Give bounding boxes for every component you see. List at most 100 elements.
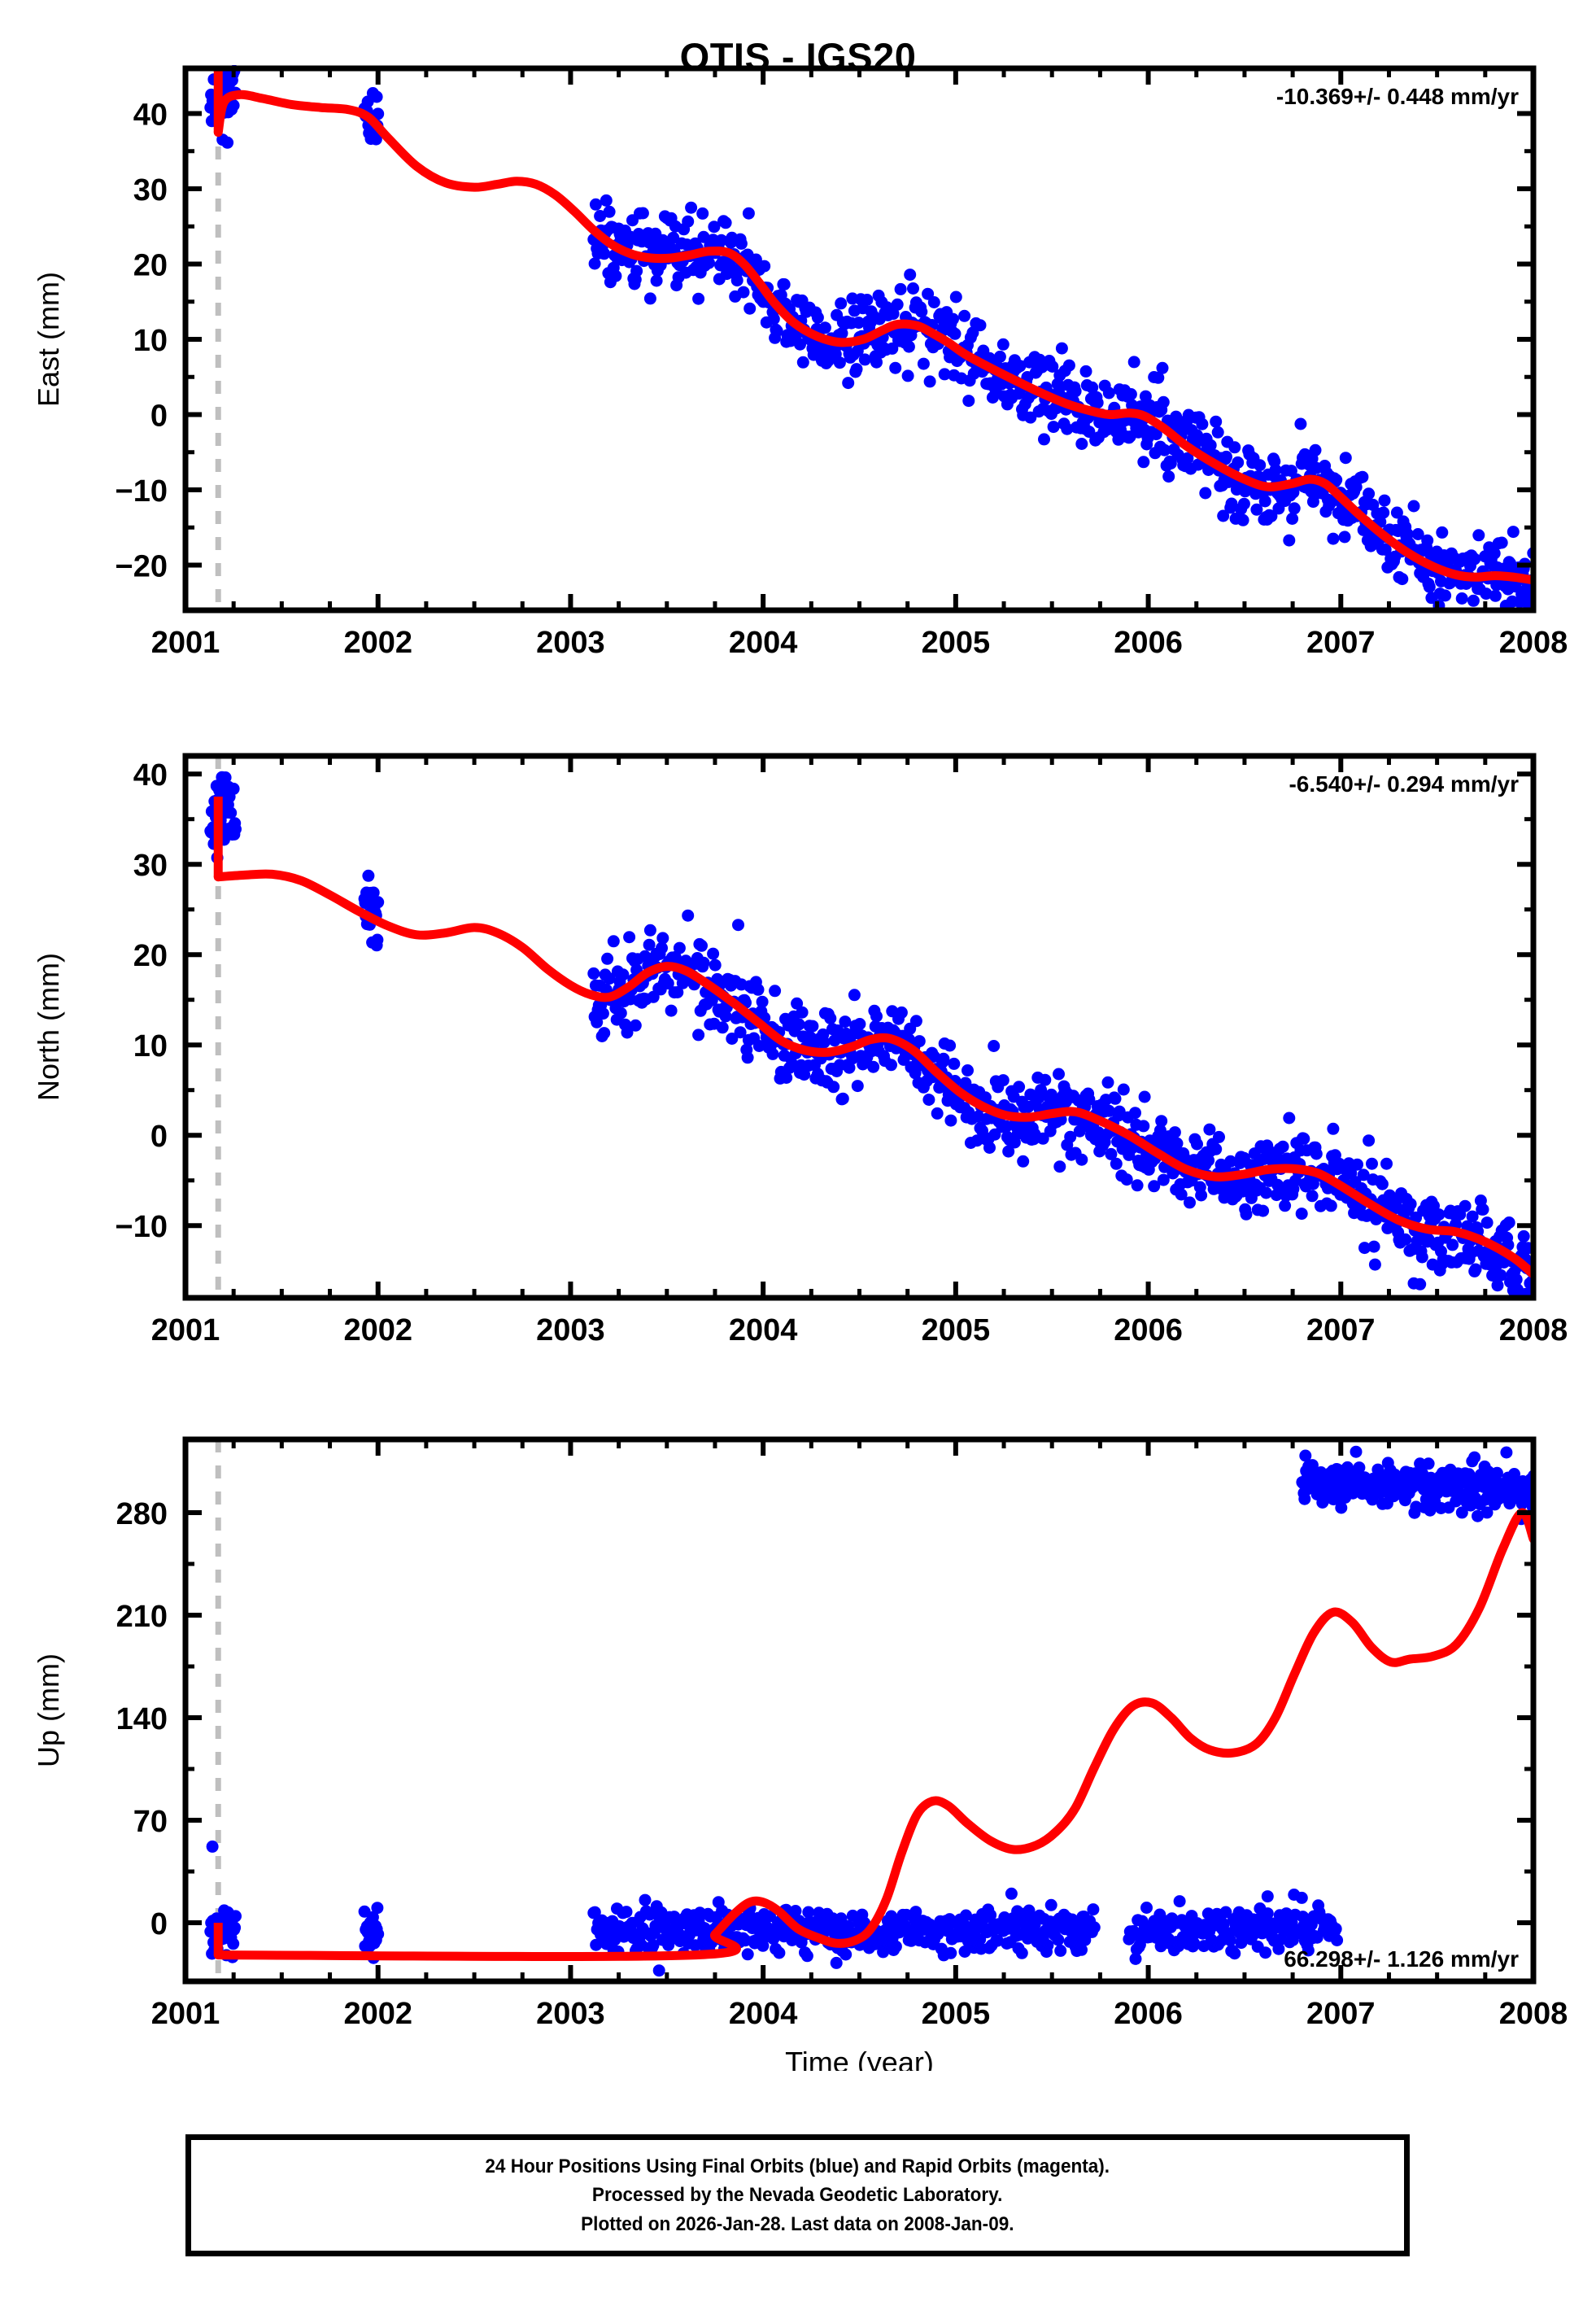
y-tick-label: 0 [150, 400, 168, 434]
data-point [922, 287, 935, 300]
data-point [598, 247, 611, 260]
data-point [1469, 1263, 1482, 1276]
data-point [1102, 1104, 1115, 1117]
data-point [996, 338, 1009, 351]
data-point [696, 939, 708, 952]
y-axis-title: Up (mm) [32, 1653, 65, 1767]
data-point [1061, 422, 1074, 435]
data-point [709, 959, 722, 972]
x-tick-label: 2003 [536, 1313, 605, 1347]
y-tick-label: 140 [116, 1702, 168, 1736]
data-point [741, 1948, 754, 1961]
data-point [601, 952, 614, 965]
data-point [1257, 1204, 1270, 1217]
data-point [1156, 361, 1169, 374]
data-point [726, 1033, 739, 1045]
data-point [588, 257, 601, 270]
data-point [743, 302, 757, 315]
footer-line-2: Processed by the Nevada Geodetic Laborat… [592, 2184, 1003, 2207]
data-point [1283, 1112, 1296, 1125]
x-tick-label: 2003 [536, 626, 605, 660]
model-fit-curve [213, 869, 1533, 1279]
x-tick-label: 2001 [151, 1997, 220, 2031]
data-point [931, 1107, 944, 1120]
data-point [1102, 387, 1115, 400]
data-point [835, 327, 848, 340]
data-point [1117, 1083, 1130, 1096]
y-tick-label: 10 [133, 1029, 168, 1063]
data-point [1217, 509, 1230, 522]
x-tick-label: 2004 [729, 1313, 798, 1347]
data-point [917, 357, 930, 370]
data-point [1517, 1229, 1530, 1243]
data-point [607, 935, 620, 948]
data-point [643, 924, 656, 937]
data-point [944, 1039, 957, 1052]
data-point [1171, 1137, 1184, 1150]
data-point [591, 1015, 604, 1029]
data-point [1088, 1921, 1101, 1934]
data-point [1480, 1506, 1494, 1519]
data-point [824, 1012, 837, 1024]
panel-east: 40 30 20 10 0 −10 −20 2001 2002 2003 2004 2005 2006 2… [0, 49, 1596, 700]
data-point [796, 356, 809, 369]
data-point [656, 941, 668, 954]
data-point [588, 1906, 601, 1919]
data-point [1350, 481, 1363, 493]
rate-annotation: -10.369+/- 0.448 mm/yr [1276, 84, 1519, 109]
data-point [1250, 503, 1263, 516]
data-point [1184, 1196, 1196, 1209]
data-point [1368, 1258, 1381, 1271]
data-point [1149, 428, 1162, 441]
footer-line-1: 24 Hour Positions Using Final Orbits (bl… [485, 2155, 1110, 2178]
data-point [621, 1026, 634, 1039]
x-tick-label: 2003 [536, 1997, 605, 2031]
data-point [889, 361, 902, 374]
data-point [1446, 1238, 1459, 1251]
data-point [938, 368, 951, 381]
data-point [991, 1934, 1004, 1947]
y-tick-label: 0 [150, 1907, 168, 1941]
data-point [1199, 487, 1212, 500]
data-point [1380, 1157, 1393, 1170]
data-point [1350, 1445, 1363, 1458]
data-point [1439, 589, 1452, 602]
data-point [1240, 1208, 1253, 1221]
data-point [614, 1007, 627, 1020]
data-point [1436, 526, 1449, 539]
data-point [647, 1939, 660, 1952]
data-point [692, 292, 705, 305]
data-point [630, 264, 643, 277]
y-tick-label: 210 [116, 1600, 168, 1634]
y-tick-label: 30 [133, 849, 168, 883]
data-point [1288, 502, 1301, 515]
data-point [1083, 1093, 1096, 1106]
data-point [948, 327, 962, 340]
data-point [833, 356, 846, 369]
data-point [1254, 459, 1267, 472]
data-point [598, 1027, 611, 1040]
data-point [1062, 359, 1075, 372]
data-point [843, 1061, 856, 1074]
data-point [1101, 1076, 1114, 1089]
data-point [734, 1026, 747, 1039]
data-point [1327, 1122, 1340, 1135]
data-point [1510, 1273, 1523, 1286]
data-point [229, 1921, 242, 1934]
data-point [1310, 1147, 1323, 1160]
data-point [909, 1906, 922, 1919]
data-point [1276, 1140, 1289, 1153]
data-point [1404, 1198, 1417, 1211]
data-point [227, 1937, 240, 1950]
data-point [1265, 509, 1278, 522]
data-point [1324, 1199, 1337, 1212]
data-point [915, 305, 928, 318]
data-point [851, 1080, 864, 1093]
data-point [1269, 464, 1282, 477]
model-fit-curve [213, 90, 1533, 585]
data-point [1075, 1943, 1088, 1956]
data-point [1044, 1898, 1057, 1911]
data-point [1157, 1173, 1170, 1186]
data-point [983, 1142, 996, 1154]
data-point [707, 947, 720, 960]
